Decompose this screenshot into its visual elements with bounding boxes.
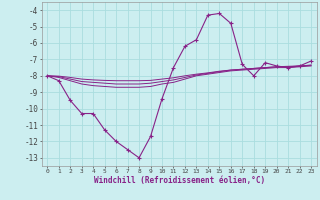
X-axis label: Windchill (Refroidissement éolien,°C): Windchill (Refroidissement éolien,°C) xyxy=(94,176,265,185)
